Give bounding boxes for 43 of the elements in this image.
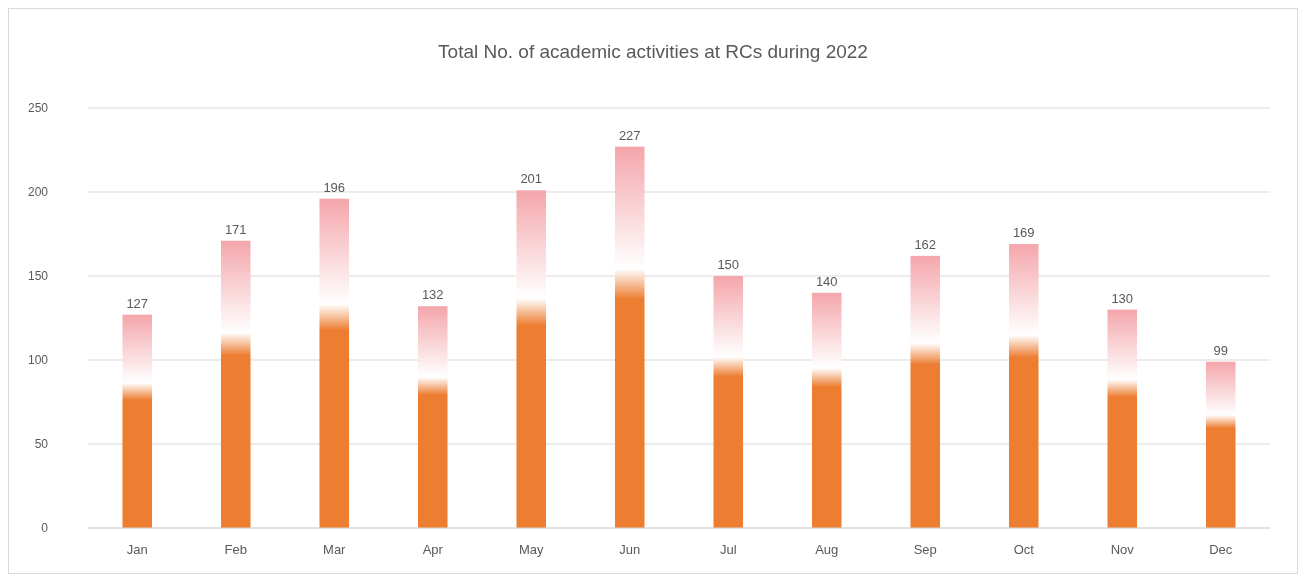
- bar: [1107, 309, 1138, 528]
- bar: [1008, 244, 1039, 528]
- data-label: 227: [618, 127, 641, 143]
- data-label: 169: [1012, 225, 1035, 241]
- bar: [122, 314, 153, 528]
- bar: [713, 276, 744, 528]
- data-label: 201: [520, 171, 543, 187]
- y-tick-label: 200: [27, 185, 49, 199]
- x-tick-label: Aug: [815, 542, 839, 557]
- x-tick-label: Jun: [619, 542, 641, 557]
- x-tick-label: Sep: [913, 542, 937, 557]
- data-label: 132: [421, 287, 444, 303]
- data-label: 99: [1213, 342, 1228, 358]
- bar: [220, 240, 251, 528]
- chart-title: Total No. of academic activities at RCs during 2022: [438, 41, 868, 62]
- data-label: 140: [815, 273, 838, 289]
- y-tick-label: 150: [27, 269, 49, 283]
- x-tick-label: Nov: [1110, 542, 1135, 557]
- data-label: 196: [323, 179, 346, 195]
- data-label: 171: [224, 221, 247, 237]
- data-label: 130: [1111, 290, 1134, 306]
- data-label: 162: [914, 236, 937, 252]
- data-label: 127: [126, 295, 149, 311]
- y-tick-label: 250: [27, 101, 49, 115]
- bar: [516, 190, 547, 528]
- x-tick-label: Mar: [323, 542, 347, 557]
- x-tick-label: Oct: [1013, 542, 1035, 557]
- bar: [910, 255, 941, 528]
- bar: [1205, 361, 1236, 528]
- y-tick-label: 100: [27, 353, 49, 367]
- x-tick-label: Jan: [126, 542, 148, 557]
- bar: [319, 198, 350, 528]
- data-label: 150: [717, 257, 740, 272]
- bar: [811, 292, 842, 528]
- x-tick-label: Jul: [719, 542, 737, 557]
- x-tick-label: Apr: [422, 542, 444, 557]
- y-tick-label: 0: [41, 521, 49, 535]
- bar: [417, 306, 448, 528]
- x-tick-label: Feb: [224, 542, 247, 557]
- x-tick-label: Dec: [1209, 542, 1233, 557]
- y-tick-label: 50: [34, 437, 49, 451]
- bar: [614, 146, 645, 528]
- x-tick-label: May: [518, 542, 545, 557]
